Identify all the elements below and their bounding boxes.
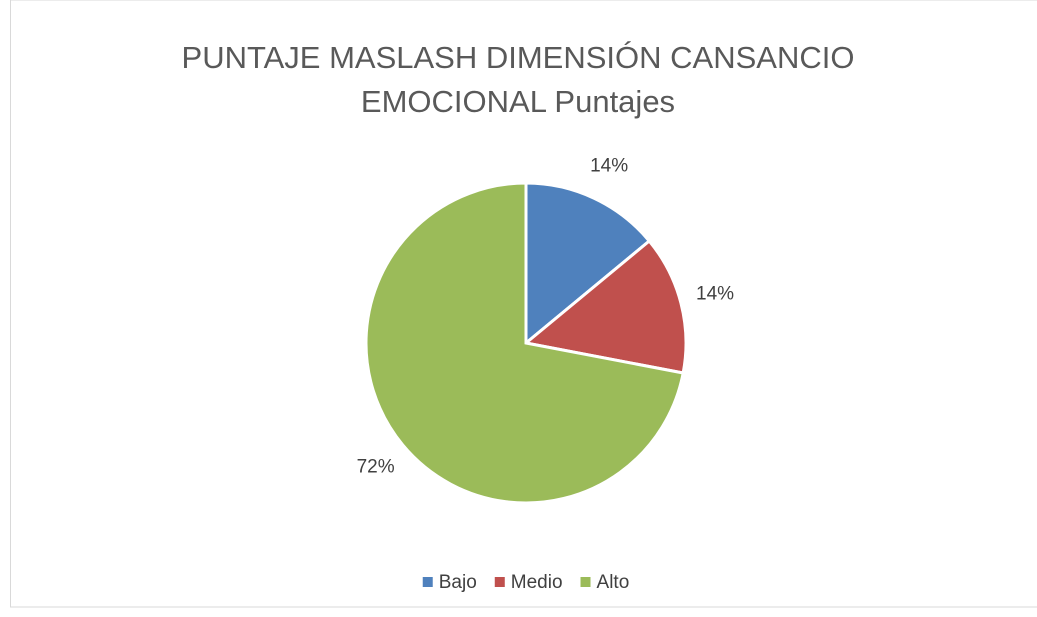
legend-swatch	[494, 577, 505, 587]
legend-label: Alto	[597, 572, 630, 593]
chart-border	[10, 0, 1037, 608]
data-label: 14%	[696, 283, 734, 304]
data-label: 72%	[357, 456, 395, 477]
data-label: 14%	[590, 155, 628, 176]
legend-swatch	[580, 577, 591, 587]
pie-slice	[364, 181, 685, 505]
pie-slice	[524, 181, 652, 347]
chart-title: PUNTAJE MASLASH DIMENSIÓN CANSANCIO EMOC…	[181, 40, 855, 119]
legend-label: Medio	[511, 572, 563, 593]
pie-slice	[522, 238, 688, 375]
legend-swatch	[422, 577, 433, 587]
legend-label: Bajo	[439, 572, 477, 593]
